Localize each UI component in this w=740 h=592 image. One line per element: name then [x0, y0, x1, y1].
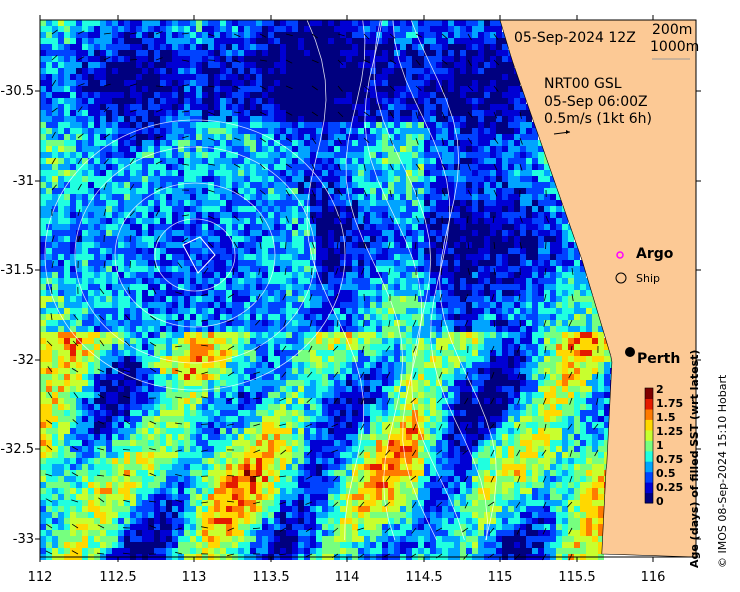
x-tick-label: 114 [334, 570, 360, 585]
map-date: 05-Sep-2024 12Z [514, 30, 636, 46]
colorbar-tick-label: 2 [656, 383, 664, 396]
y-tick-label: -32 [12, 353, 34, 368]
colorbar [644, 387, 654, 504]
current-time: 05-Sep 06:00Z [544, 94, 648, 110]
x-tick-label: 113 [181, 570, 207, 585]
x-tick-label: 116 [640, 570, 666, 585]
map-frame [39, 19, 697, 558]
x-tick-label: 114.5 [405, 570, 443, 585]
current-source: NRT00 GSL [544, 76, 622, 92]
ship-label: Ship [636, 272, 660, 285]
x-tick-label: 115.5 [558, 570, 596, 585]
ship-marker-icon [615, 272, 627, 284]
contour-legend-200m: 200m [652, 22, 693, 38]
colorbar-tick-label: 0.75 [656, 453, 684, 466]
y-tick-label: -32.5 [0, 442, 34, 457]
axis-ticks [35, 15, 701, 562]
credit-text: © IMOS 08-Sep-2024 15:10 Hobart [716, 374, 729, 568]
perth-marker-icon [625, 347, 635, 357]
x-tick-label: 113.5 [252, 570, 290, 585]
x-tick-label: 112.5 [99, 570, 137, 585]
colorbar-tick-label: 1.5 [656, 411, 676, 424]
y-tick-label: -30.5 [0, 84, 34, 99]
y-tick-label: -33 [12, 532, 34, 547]
colorbar-tick-label: 1.25 [656, 425, 684, 438]
y-tick-label: -31.5 [0, 263, 34, 278]
colorbar-tick-label: 0 [656, 495, 664, 508]
x-tick-label: 115 [487, 570, 513, 585]
colorbar-tick-label: 1.75 [656, 397, 684, 410]
argo-marker-icon [616, 251, 624, 259]
contour-legend-1000m: 1000m [650, 39, 700, 55]
colorbar-tick-label: 0.25 [656, 481, 684, 494]
colorbar-label: Age (days) of filled SST (wrt latest) [688, 349, 701, 568]
x-tick-label: 112 [27, 570, 53, 585]
argo-label: Argo [636, 246, 674, 262]
current-scale: 0.5m/s (1kt 6h) [544, 111, 653, 127]
current-arrows [45, 29, 599, 561]
colorbar-tick-label: 1 [656, 439, 664, 452]
colorbar-tick-label: 0.5 [656, 467, 676, 480]
perth-label: Perth [637, 351, 681, 367]
y-tick-label: -31 [12, 174, 34, 189]
